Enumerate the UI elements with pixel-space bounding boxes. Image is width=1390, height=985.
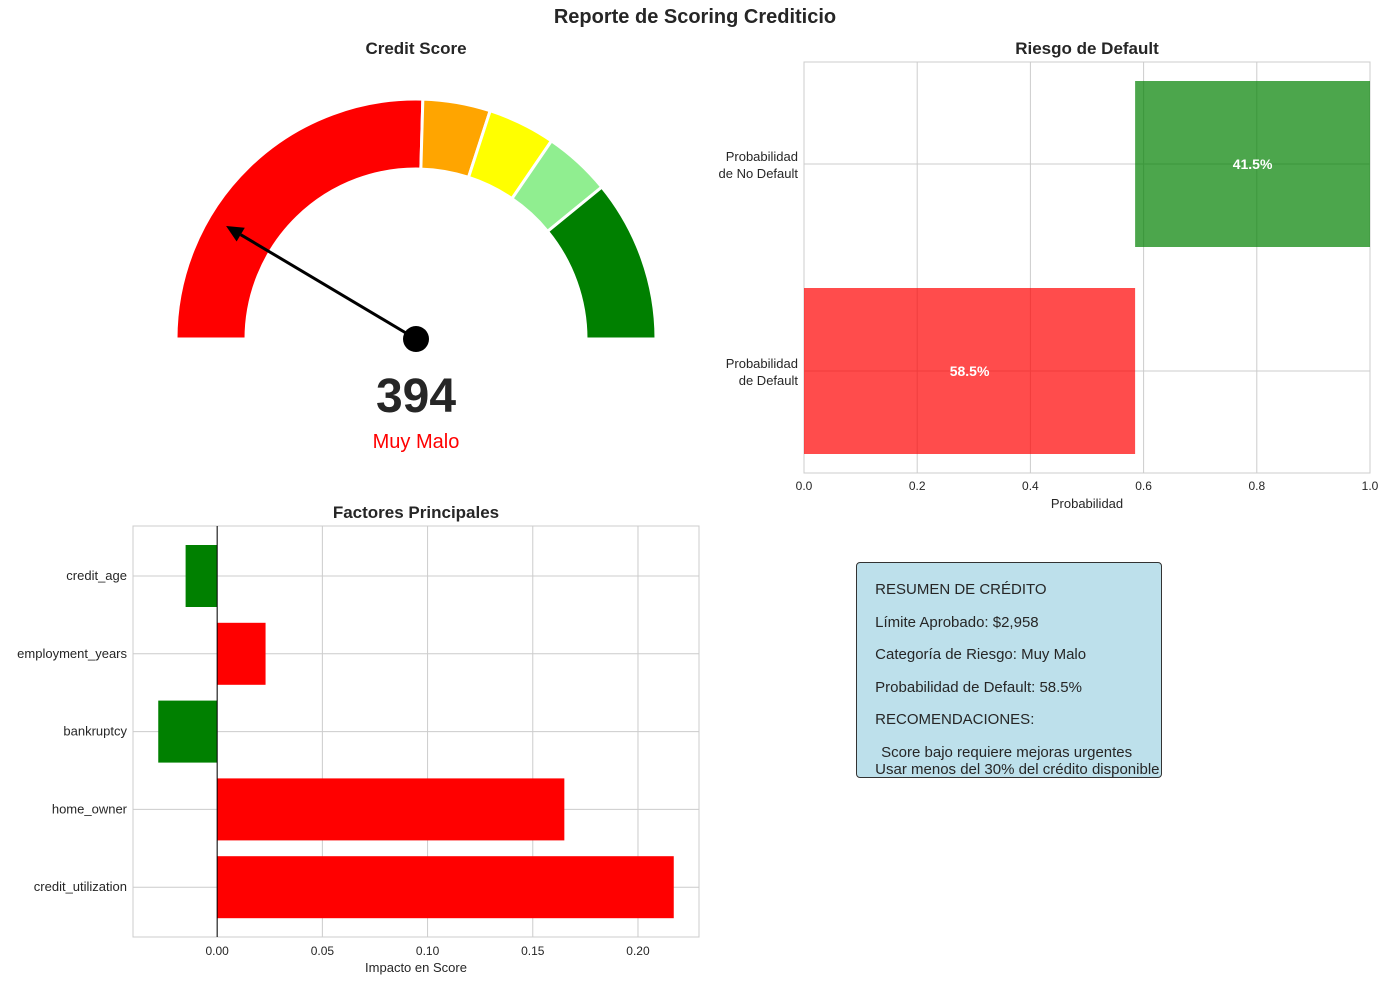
factor-bar xyxy=(217,778,565,841)
factors-x-tick-label: 0.05 xyxy=(311,944,335,958)
risk-bar-value-label: 41.5% xyxy=(1233,156,1273,172)
factors-x-tick-label: 0.10 xyxy=(416,944,440,958)
gauge-needle-hub xyxy=(403,326,429,352)
summary-recommendations-row: RECOMENDACIONES: xyxy=(861,711,1157,728)
recommendation-text: Usar menos del 30% del crédito disponibl… xyxy=(875,760,1160,778)
recommendation-item: Score bajo requiere mejoras urgentes xyxy=(861,744,1157,761)
score-category: Muy Malo xyxy=(373,431,460,453)
factors-x-tick-label: 0.20 xyxy=(626,944,650,958)
risk-x-tick-label: 0.6 xyxy=(1135,479,1152,493)
summary-limit: Límite Aprobado: $2,958 xyxy=(875,613,1039,631)
factors-y-tick-label: bankruptcy xyxy=(63,724,127,739)
factors-y-tick-label: home_owner xyxy=(52,801,128,816)
summary-limit-row: Límite Aprobado: $2,958 xyxy=(861,614,1157,631)
score-value: 394 xyxy=(376,370,456,423)
gauge-segment-0 xyxy=(174,97,425,341)
factor-bar xyxy=(217,622,266,685)
factors-y-tick-label: employment_years xyxy=(17,646,127,661)
risk-x-tick-label: 0.8 xyxy=(1248,479,1265,493)
credit-score-gauge: Credit Score 394 Muy Malo xyxy=(174,39,658,453)
factors-chart: Factores Principales 0.00 0.05 0.10 0.15 0.2… xyxy=(17,503,700,975)
credit-summary-box: RESUMEN DE CRÉDITO Límite Aprobado: $2,9… xyxy=(856,562,1162,778)
page-title: Reporte de Scoring Crediticio xyxy=(553,6,837,28)
risk-y-tick-label: de No Default xyxy=(719,166,799,181)
summary-probability-row: Probabilidad de Default: 58.5% xyxy=(861,679,1157,696)
risk-x-axis-label: Probabilidad xyxy=(1051,496,1123,511)
factors-x-tick-label: 0.00 xyxy=(205,944,229,958)
risk-bar-value-label: 58.5% xyxy=(950,363,990,379)
factors-x-tick-label: 0.15 xyxy=(521,944,545,958)
risk-y-tick-label: de Default xyxy=(739,373,799,388)
summary-probability: Probabilidad de Default: 58.5% xyxy=(875,678,1082,696)
summary-category: Categoría de Riesgo: Muy Malo xyxy=(875,646,1087,663)
risk-x-tick-label: 0.0 xyxy=(796,479,813,493)
factors-x-axis-label: Impacto en Score xyxy=(365,960,467,975)
risk-x-tick-label: 1.0 xyxy=(1362,479,1379,493)
default-risk-chart: Riesgo de Default 0.0 0.2 0.4 0.6 0.8 1.0 58.5… xyxy=(719,39,1379,511)
risk-y-tick-label: Probabilidad xyxy=(726,356,798,371)
risk-bar xyxy=(1135,81,1370,247)
gauge-title: Credit Score xyxy=(365,39,466,58)
factors-plot-frame xyxy=(132,525,700,938)
recommendation-item: Usar menos del 30% del crédito disponibl… xyxy=(861,760,1160,778)
recommendation-text: Score bajo requiere mejoras urgentes xyxy=(881,743,1133,761)
factors-y-tick-label: credit_age xyxy=(66,568,127,583)
factors-chart-title: Factores Principales xyxy=(333,503,499,522)
summary-heading: RESUMEN DE CRÉDITO xyxy=(875,581,1047,598)
risk-bar xyxy=(804,288,1136,454)
summary-heading-row: RESUMEN DE CRÉDITO xyxy=(861,581,1157,598)
factor-bar xyxy=(158,700,218,763)
risk-chart-title: Riesgo de Default xyxy=(1015,39,1159,58)
risk-x-tick-label: 0.2 xyxy=(909,479,926,493)
gauge-needle xyxy=(239,233,417,341)
factor-bar xyxy=(217,856,674,919)
summary-category-row: Categoría de Riesgo: Muy Malo xyxy=(861,646,1157,663)
gauge-segment-4 xyxy=(545,184,658,341)
summary-recommendations-heading: RECOMENDACIONES: xyxy=(875,711,1035,728)
factor-bar xyxy=(185,545,218,607)
risk-plot-frame xyxy=(803,61,1371,474)
risk-x-tick-label: 0.4 xyxy=(1022,479,1039,493)
risk-y-tick-label: Probabilidad xyxy=(726,149,798,164)
gauge-needle-arrowhead xyxy=(226,225,245,242)
factors-y-tick-label: credit_utilization xyxy=(34,879,127,894)
